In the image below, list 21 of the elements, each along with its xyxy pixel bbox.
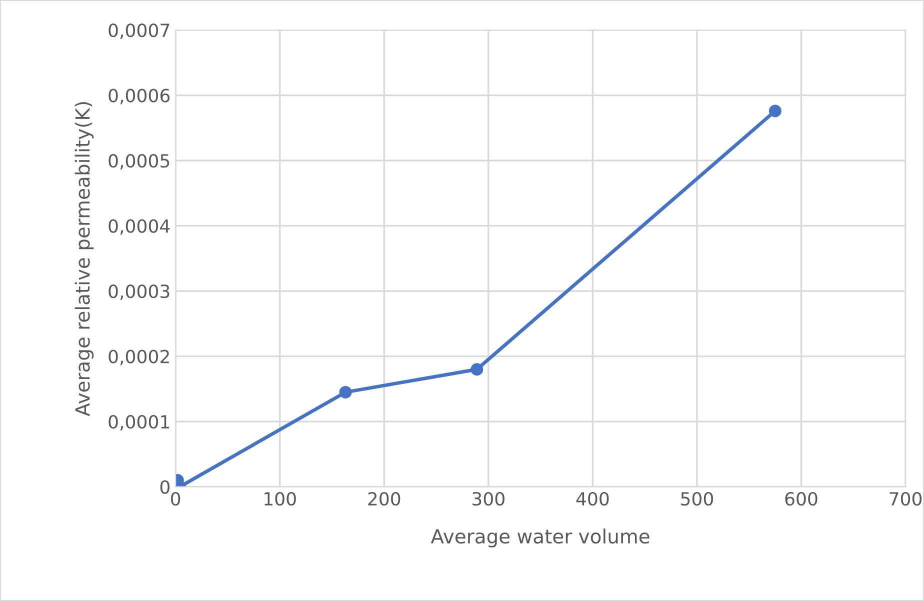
y-tick-label: 0,0002 [108,350,169,366]
point [339,386,352,398]
y-tick-label: 0,0003 [108,284,170,300]
y-tick-label: 0,0004 [108,219,170,235]
y-tick-label: 0,0005 [108,154,170,170]
x-tick-label: 300 [472,492,504,506]
x-tick-label: 200 [368,492,400,506]
y-tick-label: 0,0001 [108,415,170,431]
y-tick-label: 0 [160,480,170,494]
x-tick-label: 600 [785,492,818,506]
point [768,104,782,118]
x-tick-label: 0 [171,492,180,506]
x-tick-label: 500 [681,492,713,506]
point [470,363,484,376]
y-tick-label: 0,0006 [108,88,170,104]
y-axis-title: Average relative permeability(K) [74,102,94,416]
x-tick-label: 700 [890,492,922,506]
y-tick-label: 0,0007 [108,24,170,40]
x-tick-label: 400 [576,492,609,506]
x-tick-label: 100 [264,492,296,506]
x-axis-title: Average water volume [430,528,650,548]
